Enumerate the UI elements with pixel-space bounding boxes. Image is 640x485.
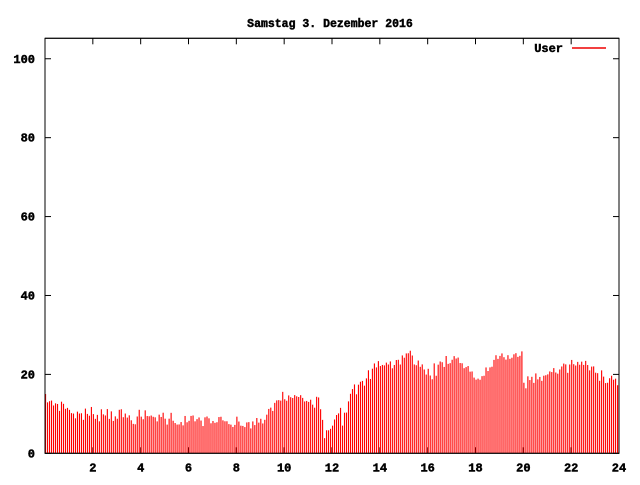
svg-text:18: 18 xyxy=(468,461,482,475)
svg-text:16: 16 xyxy=(420,461,434,475)
svg-text:Samstag 3. Dezember 2016: Samstag 3. Dezember 2016 xyxy=(247,18,413,31)
svg-text:0: 0 xyxy=(28,447,35,461)
svg-text:10: 10 xyxy=(277,461,291,475)
svg-text:100: 100 xyxy=(13,53,35,67)
svg-text:20: 20 xyxy=(516,461,530,475)
svg-text:4: 4 xyxy=(137,461,144,475)
svg-text:60: 60 xyxy=(21,211,35,225)
svg-text:20: 20 xyxy=(21,368,35,382)
svg-text:8: 8 xyxy=(233,461,240,475)
svg-text:User: User xyxy=(534,42,563,56)
svg-text:22: 22 xyxy=(564,461,578,475)
svg-text:6: 6 xyxy=(185,461,192,475)
svg-text:2: 2 xyxy=(89,461,96,475)
svg-text:24: 24 xyxy=(612,461,626,475)
svg-text:40: 40 xyxy=(21,289,35,303)
svg-text:14: 14 xyxy=(373,461,387,475)
svg-text:80: 80 xyxy=(21,132,35,146)
svg-text:12: 12 xyxy=(325,461,339,475)
